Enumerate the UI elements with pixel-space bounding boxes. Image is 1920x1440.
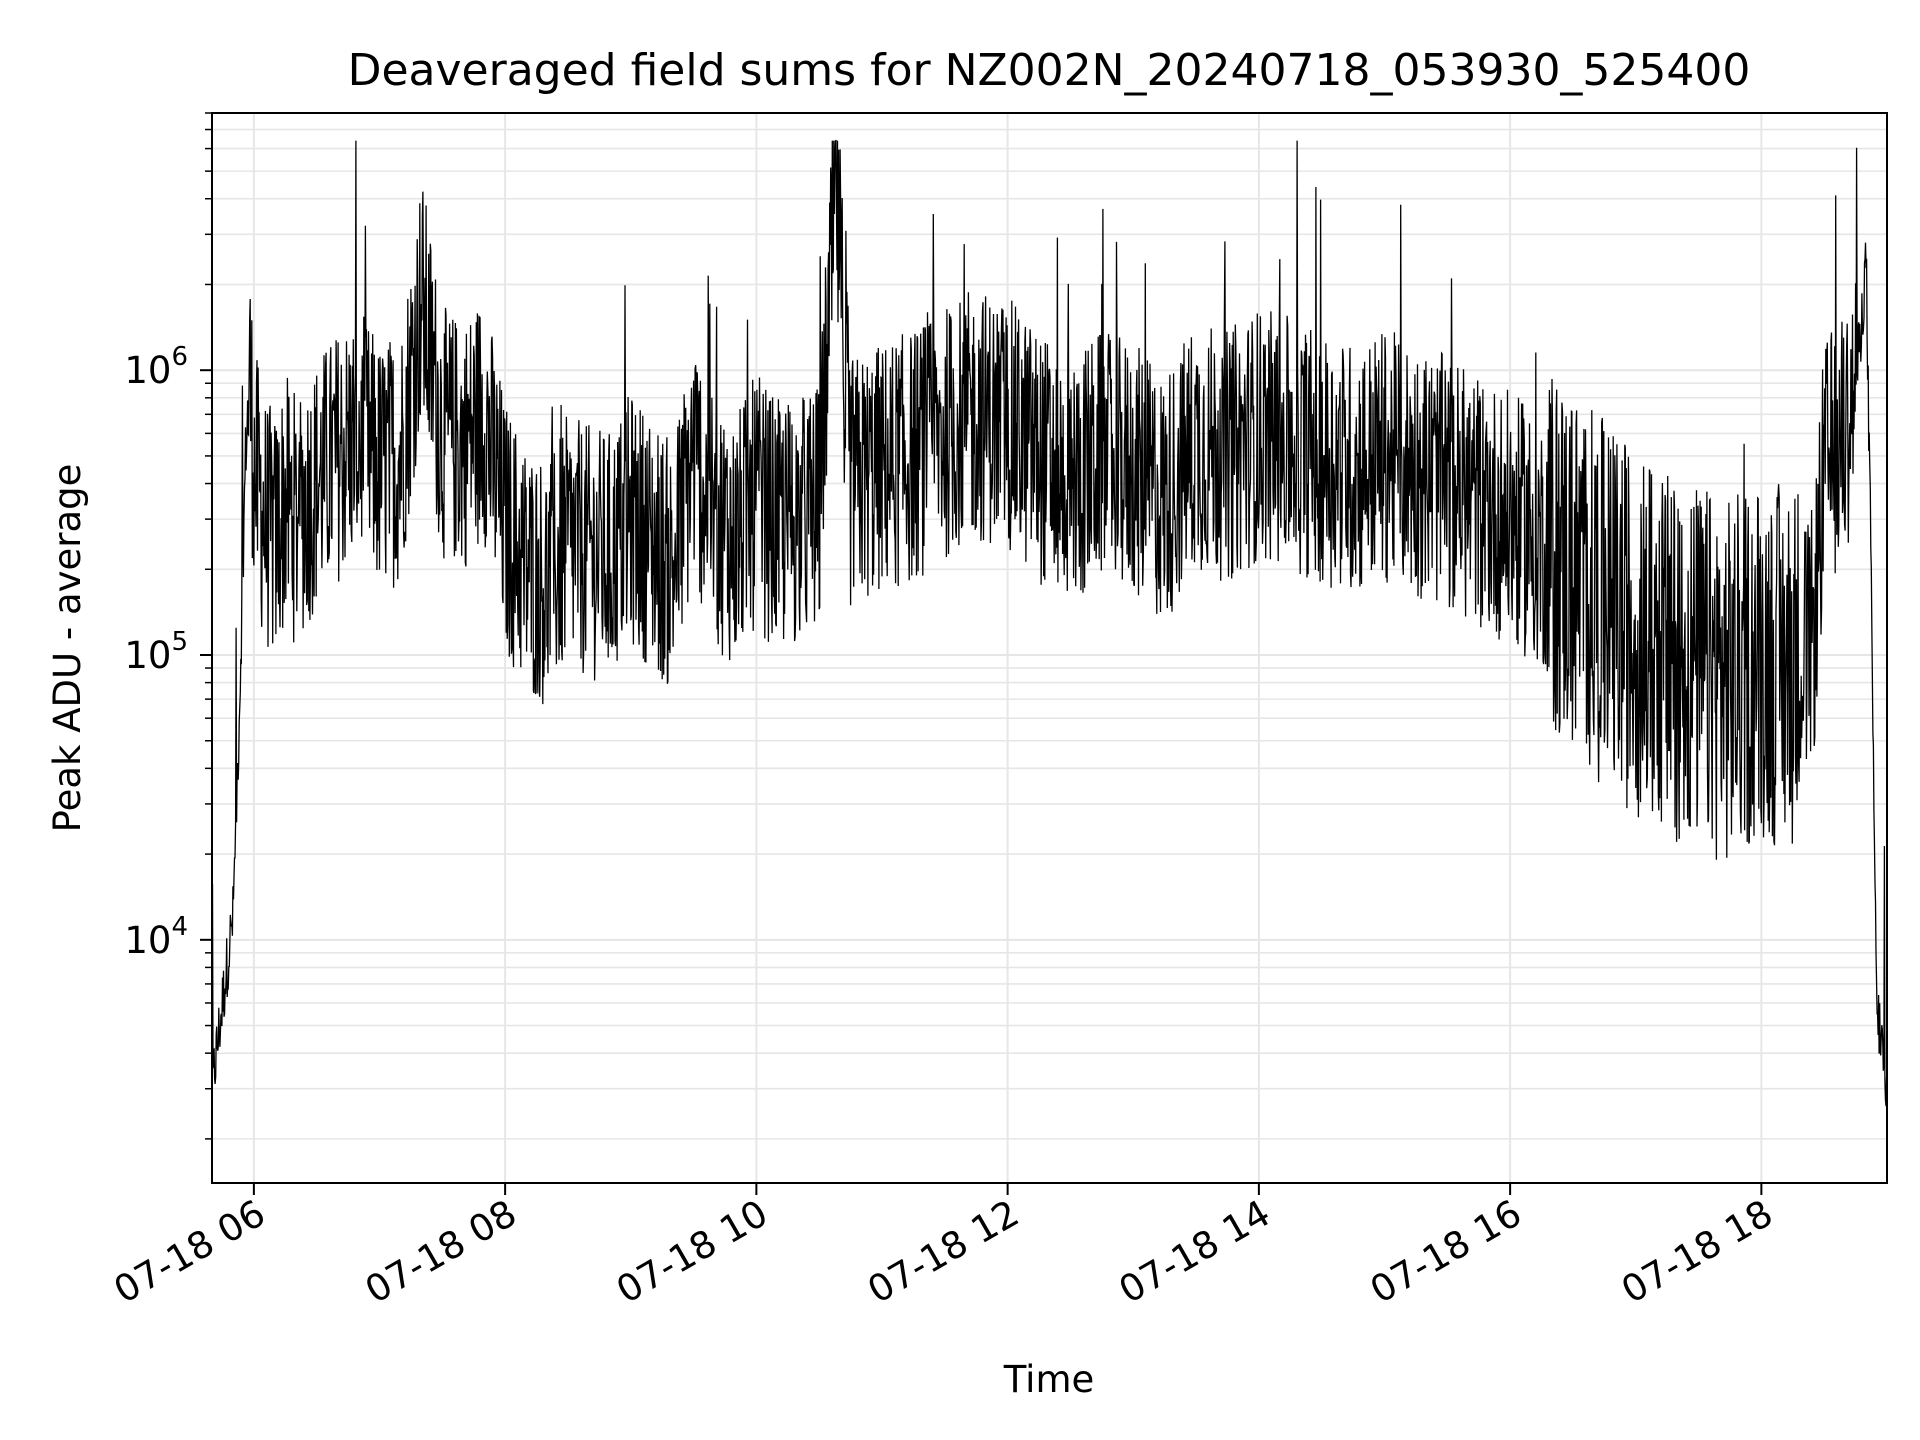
chart-title: Deaveraged field sums for NZ002N_2024071…	[348, 45, 1751, 96]
x-axis-label: Time	[1003, 1358, 1095, 1401]
y-tick-labels: 104 105 106	[124, 342, 188, 962]
series-line	[211, 139, 1888, 1119]
axis-ticks	[200, 112, 1763, 1195]
axes-frame	[211, 112, 1888, 1184]
y-tick-label: 104	[124, 912, 188, 962]
y-axis-label: Peak ADU - average	[46, 464, 89, 833]
plot-area	[211, 139, 1888, 1119]
y-tick-label: 105	[124, 627, 188, 677]
y-tick-label: 106	[124, 342, 188, 392]
